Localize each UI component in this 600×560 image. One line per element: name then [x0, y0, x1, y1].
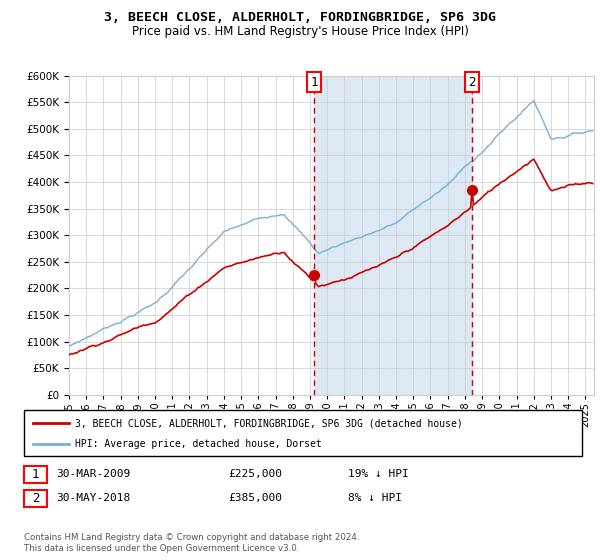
Text: Contains HM Land Registry data © Crown copyright and database right 2024.
This d: Contains HM Land Registry data © Crown c… — [24, 533, 359, 553]
Bar — [314, 76, 472, 395]
Text: £385,000: £385,000 — [228, 493, 282, 503]
Text: 1: 1 — [32, 468, 39, 481]
Text: 30-MAY-2018: 30-MAY-2018 — [56, 493, 130, 503]
Text: £225,000: £225,000 — [228, 469, 282, 479]
Text: 3, BEECH CLOSE, ALDERHOLT, FORDINGBRIDGE, SP6 3DG: 3, BEECH CLOSE, ALDERHOLT, FORDINGBRIDGE… — [104, 11, 496, 24]
Text: 2: 2 — [32, 492, 39, 505]
Text: 30-MAR-2009: 30-MAR-2009 — [56, 469, 130, 479]
Text: 1: 1 — [311, 76, 318, 88]
Text: HPI: Average price, detached house, Dorset: HPI: Average price, detached house, Dors… — [75, 438, 322, 449]
Text: 2: 2 — [469, 76, 476, 88]
Text: 3, BEECH CLOSE, ALDERHOLT, FORDINGBRIDGE, SP6 3DG (detached house): 3, BEECH CLOSE, ALDERHOLT, FORDINGBRIDGE… — [75, 418, 463, 428]
Text: Price paid vs. HM Land Registry's House Price Index (HPI): Price paid vs. HM Land Registry's House … — [131, 25, 469, 38]
Text: 19% ↓ HPI: 19% ↓ HPI — [348, 469, 409, 479]
Text: 8% ↓ HPI: 8% ↓ HPI — [348, 493, 402, 503]
